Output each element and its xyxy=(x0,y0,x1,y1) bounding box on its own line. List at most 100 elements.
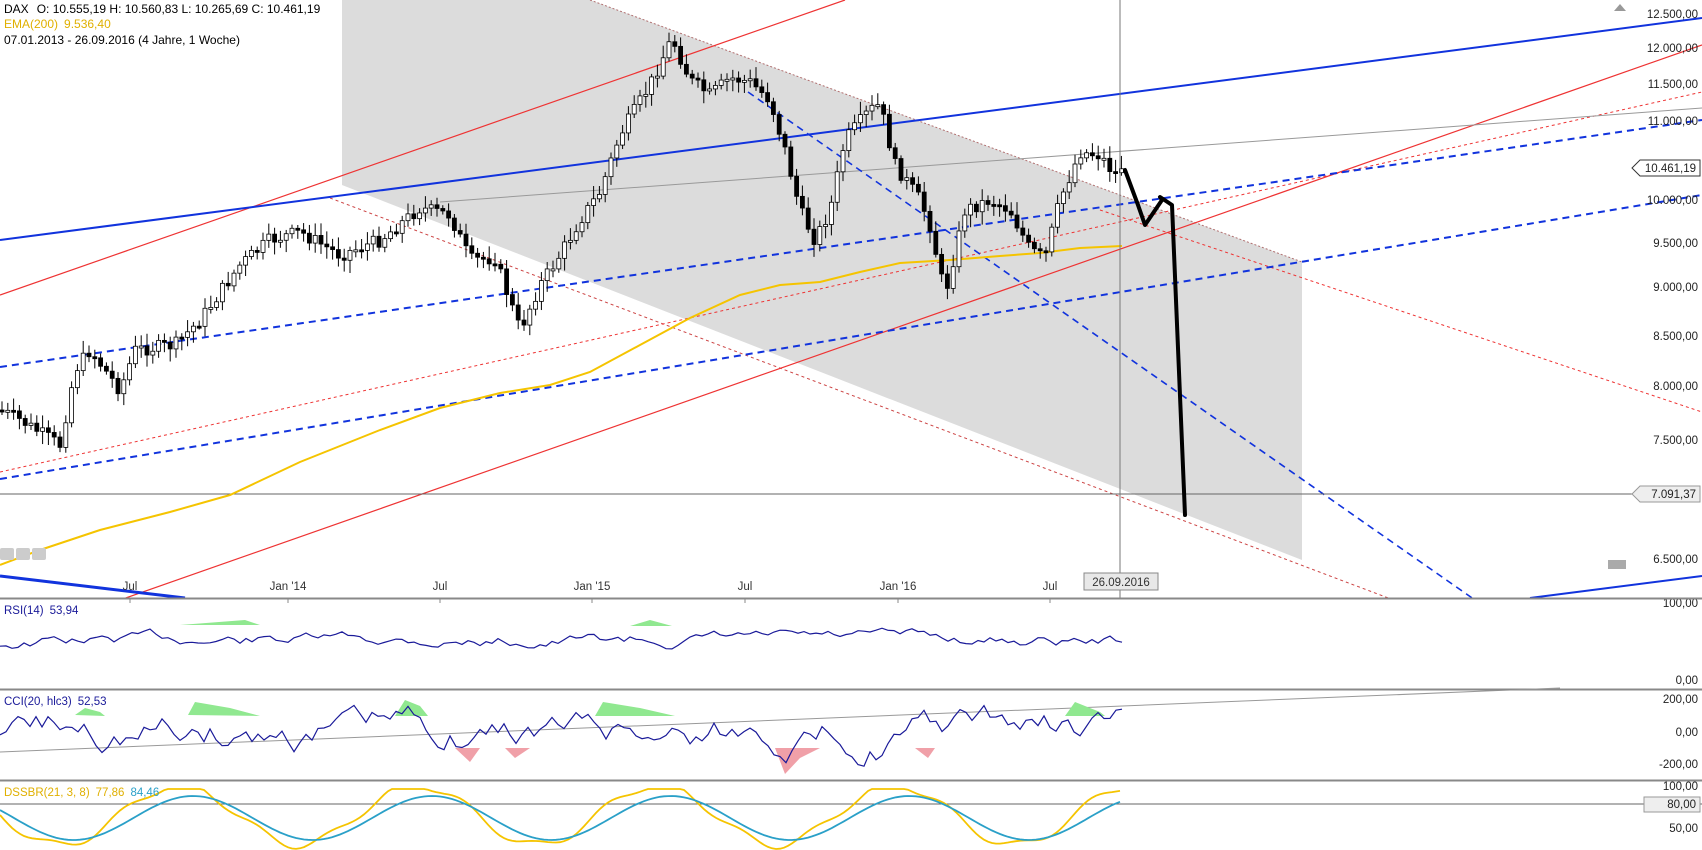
candle-body xyxy=(480,256,486,260)
candle-body xyxy=(498,263,504,270)
candle-body xyxy=(573,231,579,241)
candle-body xyxy=(1043,250,1049,254)
candle-body xyxy=(1020,227,1026,236)
candle-body xyxy=(301,229,307,234)
price-candles xyxy=(0,32,1124,453)
candle-body xyxy=(811,228,817,245)
candle-body xyxy=(672,41,678,47)
candle-body xyxy=(109,370,115,379)
candle-body xyxy=(150,350,156,356)
candle-body xyxy=(631,103,637,115)
candle-body xyxy=(979,200,985,213)
candle-body xyxy=(208,306,214,310)
price-tick-label: 12.000,00 xyxy=(1647,43,1698,55)
candle-body xyxy=(306,232,312,244)
candle-body xyxy=(69,387,74,424)
candle-body xyxy=(887,113,892,149)
cci-trendline xyxy=(0,687,1561,753)
candle-body xyxy=(782,133,788,148)
scroll-down-icon[interactable] xyxy=(1608,560,1626,569)
candle-body xyxy=(660,57,666,77)
candle-body xyxy=(324,243,330,248)
price-tick-label: 12.500,00 xyxy=(1647,9,1698,21)
candle-body xyxy=(956,230,962,268)
candle-body xyxy=(788,146,794,177)
candle-body xyxy=(469,245,475,254)
cci-line xyxy=(0,704,1123,767)
instrument-label: DAX xyxy=(4,2,29,16)
candle-body xyxy=(805,207,811,230)
blue-dashed-upper xyxy=(0,119,1702,368)
candle-body xyxy=(515,304,521,321)
candle-body xyxy=(185,331,191,338)
candle-body xyxy=(898,158,904,181)
ema-label: EMA(200) xyxy=(4,17,58,31)
candle-body xyxy=(933,230,939,255)
candle-body xyxy=(533,300,538,310)
candle-body xyxy=(0,409,5,413)
price-tick-label: 11.000,00 xyxy=(1648,116,1698,128)
period-label: 07.01.2013 - 26.09.2016 (4 Jahre, 1 Woch… xyxy=(4,33,240,47)
candle-body xyxy=(1055,203,1060,228)
candle-body xyxy=(75,370,80,389)
candle-body xyxy=(202,307,208,327)
candle-body xyxy=(248,250,254,257)
candle-body xyxy=(237,264,243,274)
candle-body xyxy=(968,203,973,216)
candle-body xyxy=(916,183,921,193)
red-dashed-line-2 xyxy=(1099,209,1702,413)
dssbr-panel: DSSBR(21, 3, 8) 77,86 84,46 100,00 80,00 5… xyxy=(0,781,1702,850)
candle-body xyxy=(852,122,857,131)
candle-body xyxy=(34,422,40,432)
candle-body xyxy=(277,239,283,243)
candle-body xyxy=(927,210,933,232)
candle-body xyxy=(428,204,434,209)
left-buttons[interactable] xyxy=(0,548,46,560)
candle-body xyxy=(1095,155,1101,160)
candle-body xyxy=(823,224,828,228)
candle-body xyxy=(475,252,481,258)
candle-body xyxy=(92,356,98,360)
candle-body xyxy=(353,249,359,253)
candle-body xyxy=(579,222,585,233)
price-tick-label: 10.000,00 xyxy=(1647,195,1698,207)
candle-body xyxy=(539,280,544,302)
candle-body xyxy=(370,235,376,245)
candle-body xyxy=(921,191,927,212)
blue-bottom-right xyxy=(1529,575,1702,598)
candle-body xyxy=(991,204,997,207)
candle-body xyxy=(283,233,289,241)
candle-body xyxy=(1014,214,1020,229)
candle-body xyxy=(138,345,144,349)
candle-body xyxy=(156,339,162,352)
candle-body xyxy=(243,256,249,266)
candle-body xyxy=(718,79,724,86)
candle-body xyxy=(1049,226,1055,253)
scroll-up-icon[interactable] xyxy=(1614,4,1626,11)
candle-body xyxy=(939,253,944,275)
blue-dashed-down xyxy=(747,91,1474,598)
candle-body xyxy=(1061,191,1066,205)
candle-body xyxy=(341,257,347,261)
x-tick-label: Jul xyxy=(1043,581,1058,593)
candle-body xyxy=(846,129,852,151)
x-tick-label: Jan '14 xyxy=(270,581,307,593)
candle-body xyxy=(1037,248,1043,252)
candle-body xyxy=(434,204,440,209)
candle-body xyxy=(330,246,336,250)
cci-tick-200: 200,00 xyxy=(1663,694,1698,706)
candle-body xyxy=(521,319,527,326)
candle-body xyxy=(765,92,770,103)
candle-body xyxy=(649,76,654,95)
candle-body xyxy=(115,377,121,395)
candle-body xyxy=(527,308,533,326)
candle-body xyxy=(16,410,22,419)
x-tick-label: Jul xyxy=(738,581,753,593)
candle-body xyxy=(225,282,231,287)
cci-label: CCI(20, hlc3) xyxy=(4,696,72,708)
candle-body xyxy=(417,212,423,220)
candle-body xyxy=(747,78,753,82)
last-price-marker: 10.461,19 xyxy=(1631,159,1701,177)
candle-body xyxy=(173,336,179,350)
